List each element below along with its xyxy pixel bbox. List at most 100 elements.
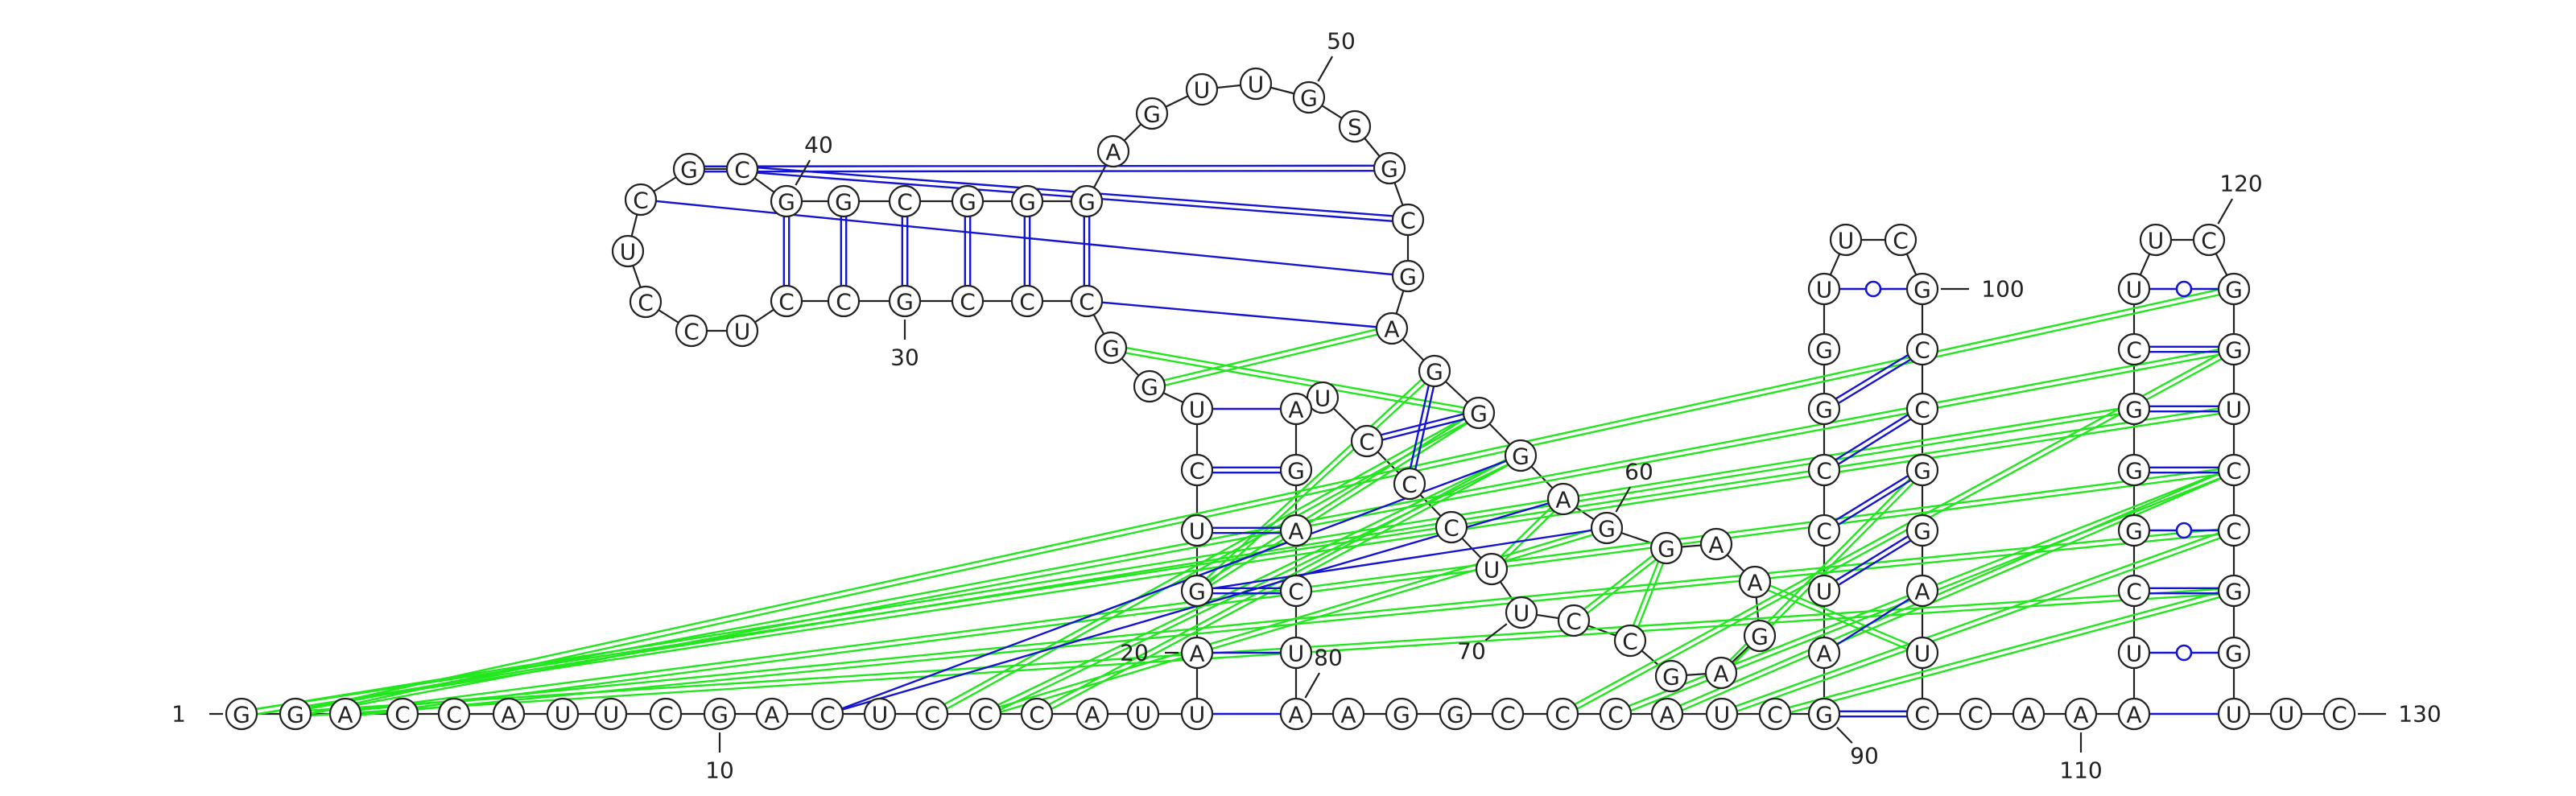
nucleotide-57: G xyxy=(1462,396,1496,430)
nucleotide-base: U xyxy=(1135,702,1152,728)
nucleotide-18: U xyxy=(1126,697,1160,731)
nucleotide-base: U xyxy=(2126,277,2143,303)
nucleotide-base: C xyxy=(1893,228,1909,254)
nucleotide-104: G xyxy=(1905,513,1939,547)
nucleotide-base: G xyxy=(2125,397,2143,423)
nucleotide-60: G xyxy=(1590,511,1624,545)
nucleotide-67: C xyxy=(1613,624,1647,658)
nucleotide-base: U xyxy=(1189,518,1206,545)
nucleotide-base: C xyxy=(1967,702,1984,728)
single-pair-91-105 xyxy=(1823,589,1923,654)
base-pair-95-101 xyxy=(1822,346,1925,412)
nucleotide-55: A xyxy=(1375,311,1409,345)
nucleotide-49: U xyxy=(1239,67,1273,101)
nucleotide-base: U xyxy=(2278,702,2295,728)
nucleotide-base: C xyxy=(1189,458,1205,485)
nucleotide-73: C xyxy=(1350,424,1384,458)
nucleotide-120: C xyxy=(2192,223,2226,257)
nucleotide-base: A xyxy=(1816,641,1831,667)
nucleotide-80: A xyxy=(1279,697,1313,731)
nucleotide-base: A xyxy=(1288,702,1303,728)
nucleotide-108: C xyxy=(1959,697,1992,731)
nucleotide-20: A xyxy=(1180,636,1214,670)
nucleotide-base: G xyxy=(1393,702,1410,728)
nucleotide-base: C xyxy=(2226,518,2242,545)
position-label-text: 30 xyxy=(890,344,919,371)
nucleotide-2: G xyxy=(279,697,312,731)
position-label-70: 70 xyxy=(1457,623,1508,665)
nucleotide-85: C xyxy=(1546,697,1579,731)
nucleotide-base: G xyxy=(1913,277,1931,303)
position-label-text: 40 xyxy=(804,132,833,159)
nucleotide-base: U xyxy=(1484,557,1501,584)
position-label-text: 80 xyxy=(1314,645,1343,671)
tertiary-pair-68-61 xyxy=(1571,545,1669,624)
nucleotide-113: C xyxy=(2117,574,2151,608)
nucleotide-base: C xyxy=(1500,702,1516,728)
single-pair-21-60 xyxy=(1196,526,1608,592)
nucleotide-48: U xyxy=(1185,72,1219,106)
tertiary-pair-70-59 xyxy=(1488,496,1567,572)
nucleotide-base: U xyxy=(1914,641,1931,667)
nucleotide-4: C xyxy=(386,697,419,731)
nucleotide-base: G xyxy=(778,189,795,216)
wobble-marker xyxy=(1864,280,1882,298)
nucleotide-base: C xyxy=(1767,702,1783,728)
nucleotide-121: G xyxy=(2217,272,2251,306)
nucleotide-base: A xyxy=(1747,570,1762,596)
nucleotide-base: G xyxy=(1287,458,1305,485)
nucleotide-38: G xyxy=(672,152,706,186)
nucleotide-127: G xyxy=(2217,636,2251,670)
base-pair-30-42 xyxy=(901,201,909,301)
nucleotide-129: U xyxy=(2269,697,2303,731)
nucleotide-base: C xyxy=(977,702,993,728)
nucleotide-88: U xyxy=(1705,697,1739,731)
position-label-text: 20 xyxy=(1120,640,1149,666)
nucleotide-112: U xyxy=(2117,636,2151,670)
nucleotide-90: G xyxy=(1807,697,1841,731)
nucleotide-21: G xyxy=(1180,574,1214,608)
position-label-1: 1 xyxy=(171,701,223,728)
nucleotide-base: G xyxy=(2125,458,2143,485)
nucleotide-base: G xyxy=(1078,189,1096,216)
nucleotide-base: G xyxy=(1598,516,1616,542)
nucleotide-base: A xyxy=(1555,487,1571,513)
nucleotide-53: C xyxy=(1391,203,1425,237)
nucleotide-75: A xyxy=(1279,392,1313,426)
base-pair-37-54 xyxy=(640,198,1409,278)
nucleotide-87: A xyxy=(1650,697,1684,731)
nucleotide-base: C xyxy=(1816,458,1832,485)
tertiary-pair-21-56 xyxy=(1195,368,1437,594)
nucleotide-base: C xyxy=(394,702,411,728)
nucleotide-base: U xyxy=(2226,702,2243,728)
nucleotide-base: A xyxy=(1384,316,1399,343)
nucleotide-10: G xyxy=(703,697,737,731)
nucleotide-base: A xyxy=(2073,702,2088,728)
base-pair-31-41 xyxy=(840,201,848,301)
nucleotide-base: A xyxy=(1084,702,1100,728)
nucleotide-63: A xyxy=(1738,565,1772,599)
nucleotide-7: U xyxy=(546,697,580,731)
wobble-pair-112-127 xyxy=(2134,644,2234,662)
nucleotide-101: C xyxy=(1905,332,1939,366)
nucleotide-base: C xyxy=(1402,472,1418,498)
nucleotide-99: C xyxy=(1884,223,1918,257)
nucleotide-base: C xyxy=(1400,208,1416,234)
nucleotide-56: G xyxy=(1418,354,1451,388)
nucleotide-base: G xyxy=(2225,579,2243,605)
nucleotide-base: G xyxy=(1913,458,1931,485)
nucleotide-base: C xyxy=(633,188,649,214)
nucleotide-base: G xyxy=(680,157,698,184)
position-label-text: 110 xyxy=(2059,757,2102,784)
nucleotide-base: U xyxy=(1714,702,1731,728)
nucleotide-59: A xyxy=(1546,482,1580,516)
position-label-text: 70 xyxy=(1457,638,1486,665)
nucleotide-base: A xyxy=(1288,518,1303,545)
nucleotide-base: A xyxy=(1914,579,1930,605)
tertiary-pair-26-57 xyxy=(1110,344,1480,417)
nucleotide-base: A xyxy=(1288,397,1303,423)
nucleotide-base: C xyxy=(1914,397,1930,423)
tertiary-pair-89-126 xyxy=(1773,587,2235,718)
base-pair-92-104 xyxy=(1822,527,1925,594)
